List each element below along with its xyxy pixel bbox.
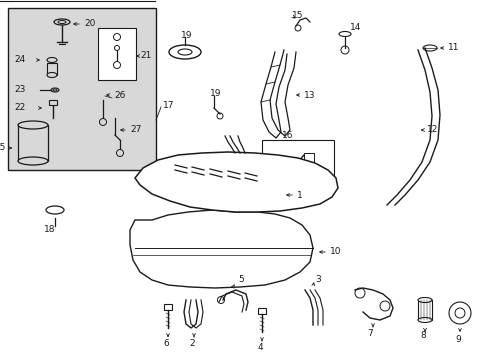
Text: 12: 12 [426, 126, 437, 135]
Bar [18, 125, 48, 161]
Bar [417, 300, 431, 320]
Text: 26: 26 [114, 90, 125, 99]
Polygon shape [130, 210, 312, 288]
Text: 7: 7 [366, 329, 372, 338]
Circle shape [448, 302, 470, 324]
Ellipse shape [51, 88, 59, 92]
Text: 27: 27 [130, 126, 141, 135]
Circle shape [217, 297, 224, 303]
Circle shape [354, 288, 364, 298]
Ellipse shape [18, 121, 48, 129]
Text: 18: 18 [44, 225, 56, 234]
Text: 1: 1 [296, 190, 302, 199]
Circle shape [270, 171, 279, 179]
Circle shape [454, 308, 464, 318]
Ellipse shape [54, 19, 70, 25]
Bar [47, 63, 57, 75]
Bar [258, 308, 265, 314]
Circle shape [116, 149, 123, 157]
Circle shape [114, 45, 119, 50]
Circle shape [99, 118, 106, 126]
Circle shape [113, 33, 120, 40]
Circle shape [113, 62, 120, 68]
Ellipse shape [169, 45, 201, 59]
Bar [8, 8, 156, 170]
Bar [49, 100, 57, 105]
Ellipse shape [46, 206, 64, 214]
Ellipse shape [47, 58, 57, 63]
Text: 17: 17 [163, 100, 174, 109]
Text: 9: 9 [454, 334, 460, 343]
Text: 10: 10 [329, 248, 341, 256]
Text: 11: 11 [447, 44, 459, 53]
Text: 14: 14 [349, 23, 361, 32]
Circle shape [294, 25, 301, 31]
Circle shape [266, 167, 283, 183]
Ellipse shape [178, 49, 192, 55]
Text: 8: 8 [419, 332, 425, 341]
Bar [304, 153, 313, 165]
Text: 19: 19 [210, 90, 221, 99]
Text: 2: 2 [189, 339, 194, 348]
Ellipse shape [422, 45, 436, 51]
Text: 5: 5 [238, 275, 243, 284]
Ellipse shape [53, 89, 57, 91]
Circle shape [340, 46, 348, 54]
Text: 25: 25 [0, 144, 6, 153]
Bar [262, 140, 333, 185]
Ellipse shape [18, 157, 48, 165]
Circle shape [217, 113, 223, 119]
Text: 23: 23 [14, 85, 25, 94]
Text: 22: 22 [14, 104, 25, 112]
Ellipse shape [58, 21, 66, 23]
Circle shape [379, 301, 389, 311]
Text: 15: 15 [292, 10, 303, 19]
Text: 13: 13 [304, 90, 315, 99]
Ellipse shape [417, 297, 431, 302]
Text: 6: 6 [163, 339, 168, 348]
Ellipse shape [338, 31, 350, 36]
Circle shape [181, 171, 189, 179]
Ellipse shape [417, 318, 431, 323]
Text: 21: 21 [140, 51, 151, 60]
Polygon shape [135, 152, 337, 212]
Bar [163, 304, 172, 310]
Circle shape [177, 167, 193, 183]
Ellipse shape [47, 72, 57, 77]
Text: 16: 16 [282, 130, 293, 139]
Text: 20: 20 [84, 19, 95, 28]
Text: 19: 19 [181, 31, 192, 40]
Text: 24: 24 [14, 55, 25, 64]
Text: 3: 3 [314, 275, 320, 284]
Text: 4: 4 [257, 343, 262, 352]
Bar [98, 28, 136, 80]
